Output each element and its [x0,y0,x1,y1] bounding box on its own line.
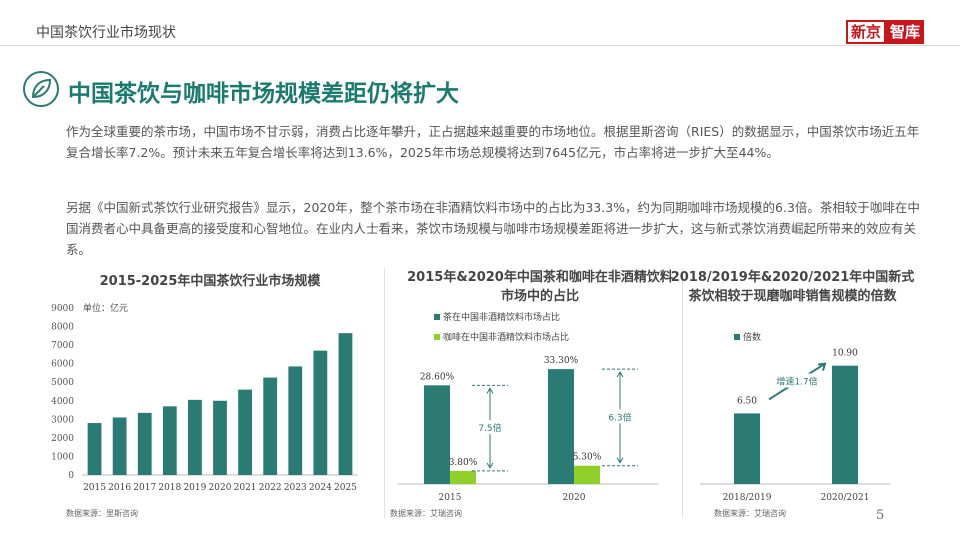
chart1-bar [87,423,102,475]
chart2-x-tick: 2015 [439,493,462,503]
chart1-bar [188,399,202,475]
chart2-source: 数据来源：艾瑞咨询 [390,509,462,518]
chart3-multiple: 倍数 6.50 2018/2019 10.90 2020/2021 增速1.7倍 [700,331,890,503]
chart1-source: 数据来源：里斯咨询 [66,509,138,518]
chart1-x-tick: 2015 [83,483,106,493]
chart1-y-tick: 7000 [51,341,74,351]
page-number: 5 [876,508,885,523]
chart3-source: 数据来源：艾瑞咨询 [714,509,786,518]
brand-part-2: 智库 [886,20,925,44]
chart2-data-label: 3.80% [449,458,478,468]
chart1-bar [112,417,127,475]
chart3-legend-swatch [734,334,740,340]
chart1-x-tick: 2025 [334,483,357,493]
section-title: 中国茶饮行业市场现状 [36,25,176,41]
chart2-annotation-bg [606,409,634,424]
chart1-bar [162,406,177,475]
chart3-data-label: 6.50 [737,396,757,406]
chart3-annotation: 增速1.7倍 [776,376,817,388]
chart2-data-label: 5.30% [573,453,602,463]
chart3-legend-label: 倍数 [743,331,761,343]
header-divider [0,45,960,46]
chart1-x-tick: 2023 [284,483,307,493]
chart2-legend-swatch [434,314,440,320]
chart1-x-tick: 2016 [108,483,131,493]
chart1-x-tick: 2024 [309,483,332,493]
chart1-y-tick: 4000 [51,397,74,407]
chart2-arrow-head [616,371,624,378]
chart3-arrow-head [817,362,827,371]
chart2-data-label: 28.60% [420,372,455,382]
chart-divider-2 [682,268,683,518]
chart2-x-tick: 2020 [563,493,586,503]
chart1-y-tick: 6000 [51,360,74,370]
chart1-y-tick: 3000 [51,415,74,425]
chart2-bar [548,369,574,484]
chart1-x-tick: 2019 [183,483,206,493]
page-headline: 中国茶饮与咖啡市场规模差距仍将扩大 [68,81,459,107]
chart1-y-tick: 0 [68,471,74,481]
chart2-bar [450,470,476,484]
chart2-arrow-head [486,387,494,394]
chart1-title: 2015-2025年中国茶饮行业市场规模 [99,274,321,289]
chart1-x-tick: 2022 [259,483,282,493]
intro-paragraph: 作为全球重要的茶市场，中国市场不甘示弱，消费占比逐年攀升，正占据越来越重要的市场… [66,124,920,160]
leaf-icon [23,71,59,107]
chart1-y-tick: 5000 [51,378,74,388]
chart2-annotation: 7.5倍 [478,422,501,434]
chart3-x-tick: 2018/2019 [723,493,772,503]
chart1-x-tick: 2021 [234,483,257,493]
chart2-legend-label: 咖啡在中国非酒精饮料市场占比 [443,331,569,343]
chart2-data-label: 33.30% [544,356,579,366]
chart1-y-tick: 2000 [51,434,74,444]
chart2-legend-label: 茶在中国非酒精饮料市场占比 [443,311,560,323]
chart3-x-tick: 2020/2021 [821,493,870,503]
chart1-x-tick: 2017 [133,483,156,493]
chart2-annotation: 6.3倍 [608,411,631,423]
chart1-bar [263,377,278,475]
chart1-y-tick: 9000 [51,304,74,314]
chart2-annotation-bg [476,420,504,435]
chart3-data-label: 10.90 [832,349,858,359]
chart1-x-tick: 2020 [209,483,232,493]
chart1-bar [313,350,328,475]
chart2-bar [574,465,600,484]
chart2-legend-swatch [434,334,440,340]
chart2-arrow-head [616,457,624,464]
chart3-bar [832,365,858,484]
chart-divider-1 [384,268,385,518]
chart1-bar [338,333,353,475]
chart2-title: 2015年&2020年中国茶和咖啡在非酒精饮料市场中的占比 [407,270,673,304]
chart1-bar [238,389,252,475]
chart2-bar [424,385,450,484]
chart1-y-tick: 1000 [51,452,74,462]
chart1-bar [288,366,303,475]
chart1-bar [137,412,152,475]
chart3-title: 2018/2019年&2020/2021年中国新式茶饮相较于现磨咖啡销售规模的倍… [670,270,915,304]
chart1-market-size: 0 1000 2000 3000 4000 5000 6000 7000 8000 9000 单位：… [51,302,358,493]
chart2-arrow-head [486,462,494,469]
chart1-y-tick: 8000 [51,323,74,333]
brand-part-1: 新京 [846,20,887,44]
brand-logo: 新京 智库 [846,20,925,44]
chart3-annotation-bg [771,373,823,388]
chart1-unit-label: 单位：亿元 [83,302,128,314]
report-paragraph: 另据《中国新式茶饮行业研究报告》显示，2020年，整个茶市场在非酒精饮料市场中的… [66,200,920,257]
chart1-x-tick: 2018 [158,483,181,493]
chart3-bar [734,413,760,484]
chart1-bar [213,400,227,475]
